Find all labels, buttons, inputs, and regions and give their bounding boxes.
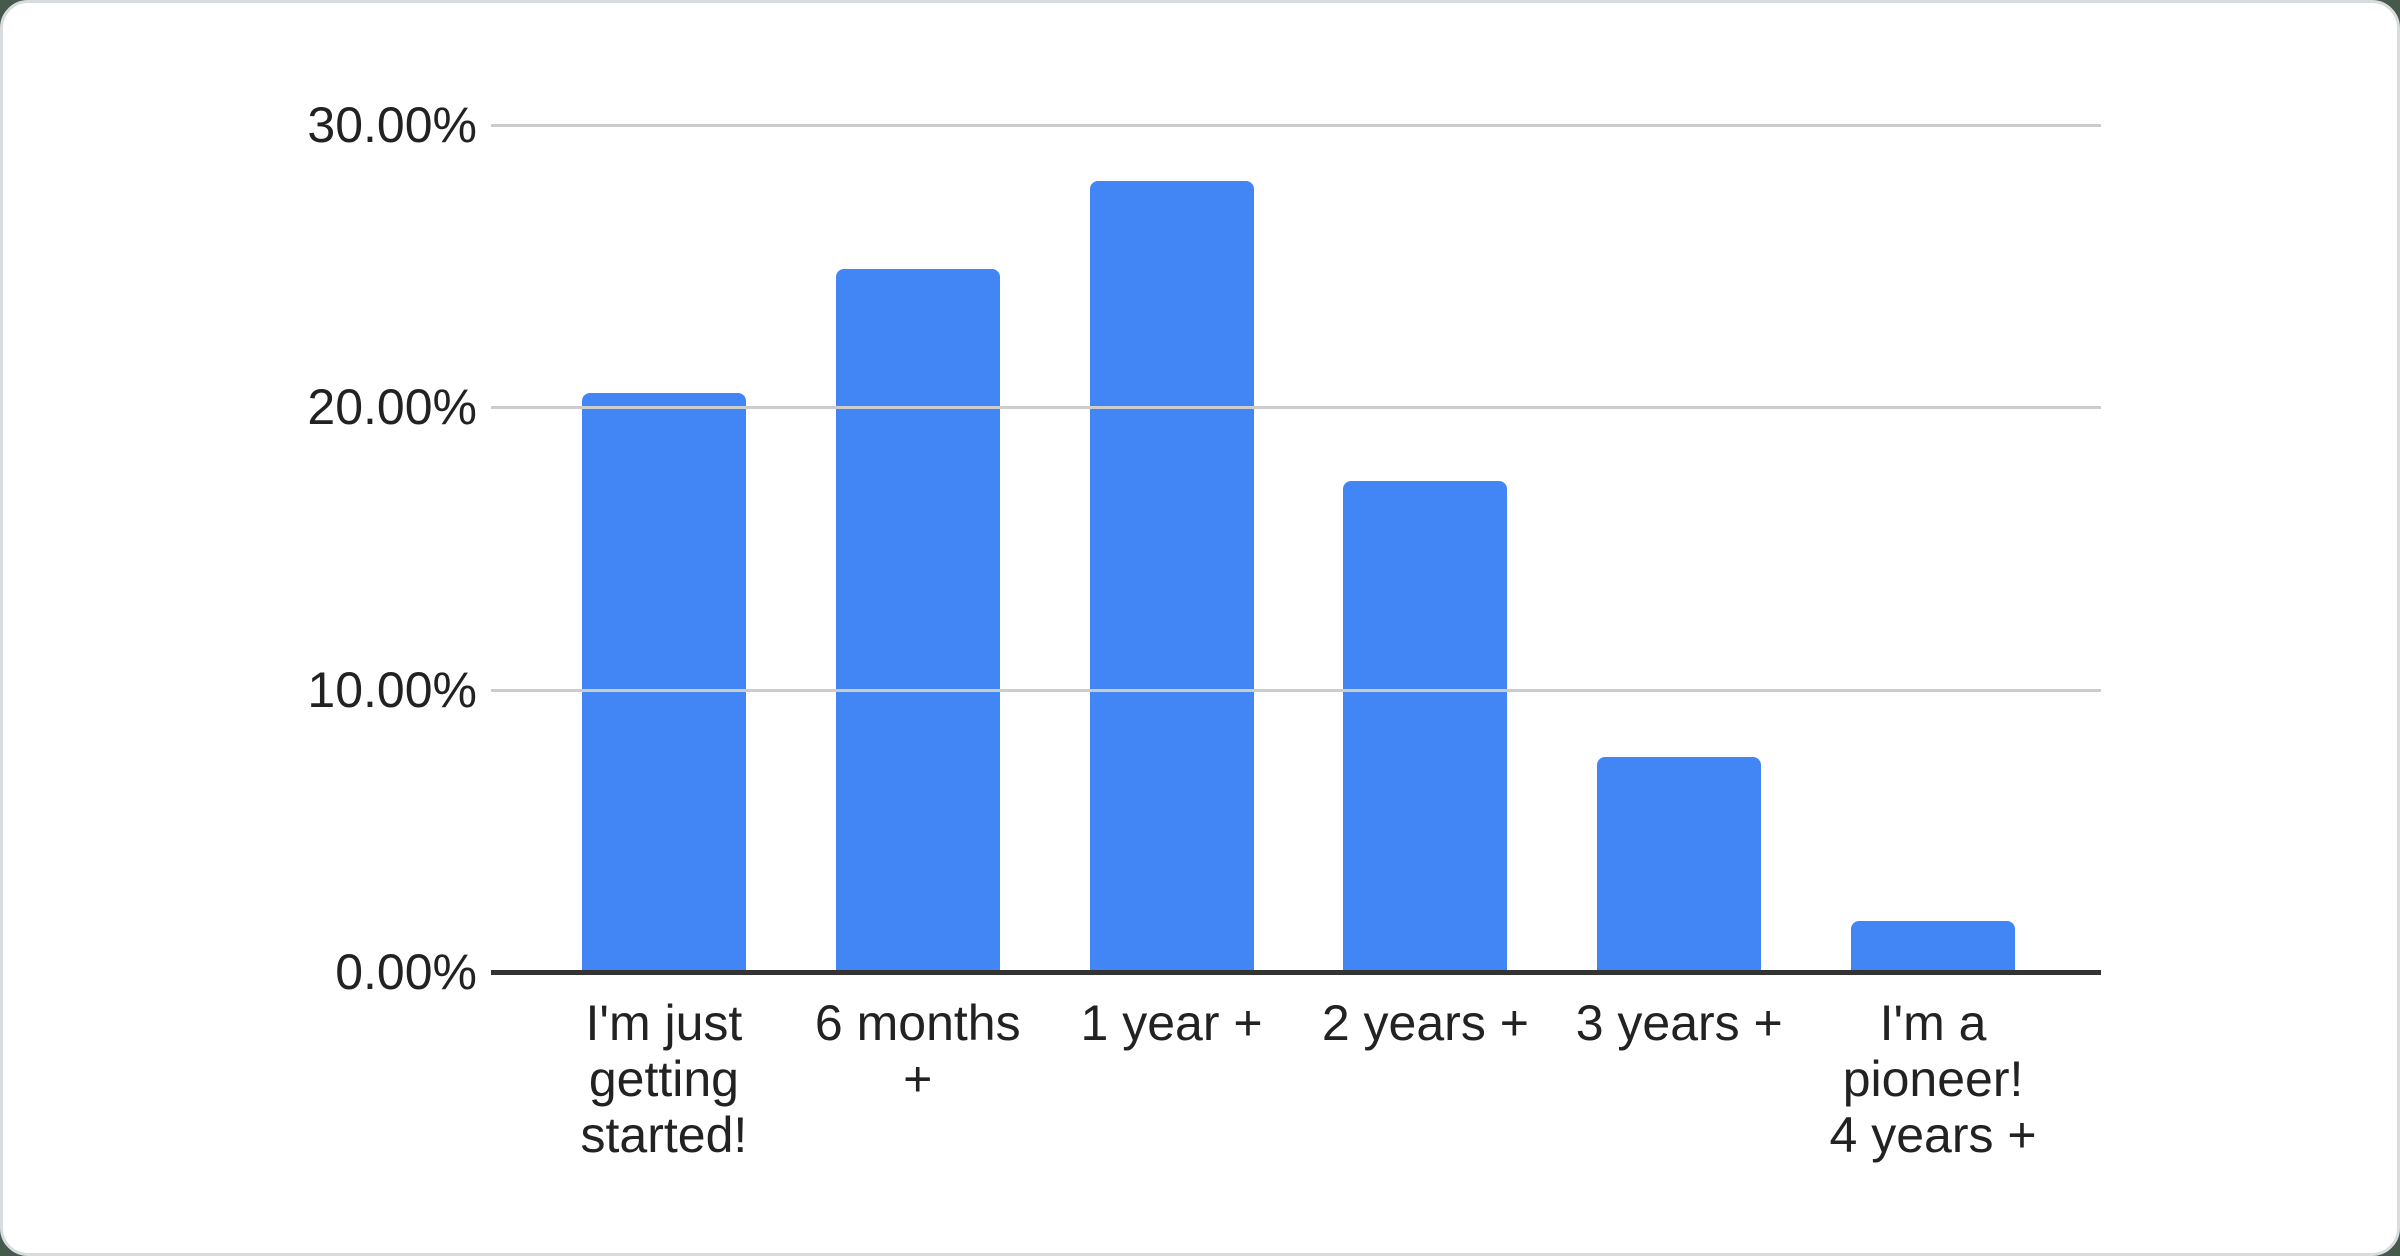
band-0 — [537, 125, 791, 972]
bar-2 — [1089, 181, 1254, 972]
bar-1 — [835, 269, 1000, 972]
x-category-label: 2 years + — [1321, 995, 1529, 1051]
x-category-label: 6 months + — [814, 995, 1021, 1107]
y-tick-label: 20.00% — [307, 379, 477, 436]
bar-chart: 30.00% 20.00% 10.00% 0.00% I'm just getting… — [3, 3, 2397, 1253]
x-category-label: I'm a pioneer! 4 years + — [1829, 995, 2037, 1163]
band-5 — [1806, 125, 2060, 972]
x-axis-labels: I'm just getting started! 6 months + 1 yea… — [537, 995, 2060, 1163]
y-tick-label: 0.00% — [335, 944, 477, 1000]
bar-5 — [1851, 921, 2016, 972]
band-1 — [791, 125, 1045, 972]
x-axis-line — [491, 970, 2101, 975]
bar-4 — [1597, 757, 1762, 972]
band-2 — [1045, 125, 1299, 972]
plot-area — [491, 124, 2101, 972]
bars-container — [537, 125, 2060, 972]
gridline-20 — [491, 406, 2101, 410]
x-category-label: 3 years + — [1575, 995, 1783, 1051]
band-4 — [1552, 125, 1806, 972]
x-category-label: 1 year + — [1080, 995, 1263, 1051]
band-3 — [1298, 125, 1552, 972]
y-tick-label: 30.00% — [307, 97, 477, 153]
x-category-label: I'm just getting started! — [580, 995, 748, 1163]
y-tick-label: 10.00% — [307, 661, 477, 718]
bar-0 — [581, 393, 746, 972]
gridline-30 — [491, 124, 2101, 127]
gridline-10 — [491, 688, 2101, 692]
bar-3 — [1343, 480, 1508, 972]
